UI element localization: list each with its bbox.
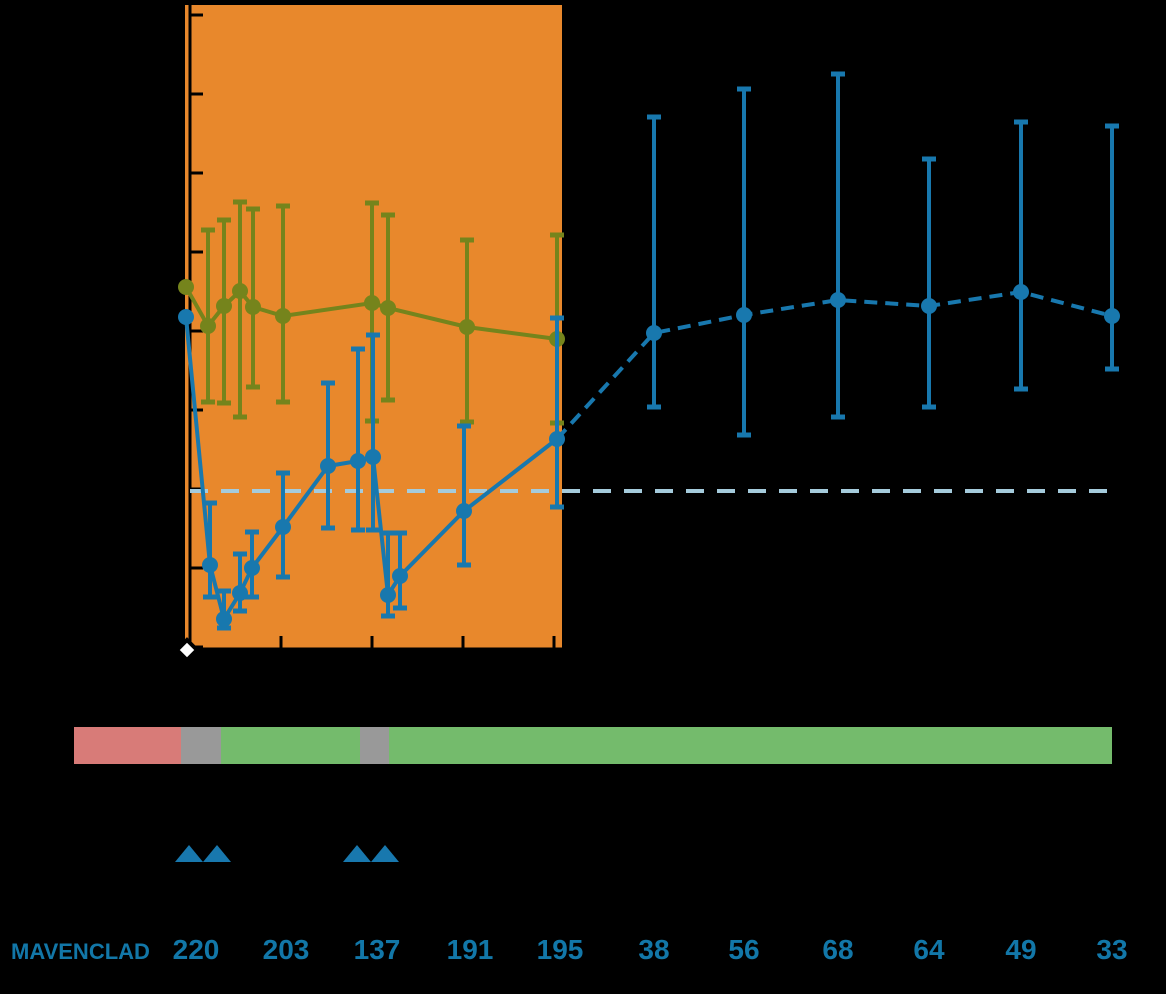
mavenclad-row-label: MAVENCLAD: [11, 939, 150, 964]
n-value: 33: [1096, 934, 1128, 965]
blue-series-point: [244, 560, 260, 576]
green-series-line: [184, 286, 558, 341]
baseline-diamond-marker: [174, 637, 200, 663]
n-value: 191: [446, 934, 494, 965]
blue-series-point: [830, 292, 846, 308]
n-value: 38: [638, 934, 670, 965]
blue-series-point: [202, 557, 218, 573]
n-value: 49: [1005, 934, 1037, 965]
blue-series-point: [232, 585, 248, 601]
timeline-bar-segment-gray: [360, 727, 389, 764]
dose-triangle: [175, 845, 203, 862]
blue-series-point: [380, 587, 396, 603]
blue-series-point: [1013, 284, 1029, 300]
timeline-bar-segment-pink: [74, 727, 181, 764]
n-value: 137: [353, 934, 401, 965]
blue-series-point: [1104, 308, 1120, 324]
n-value: 203: [262, 934, 310, 965]
n-value: 195: [536, 934, 584, 965]
blue-series-point: [392, 568, 408, 584]
n-value: 220: [172, 934, 220, 965]
green-series-point: [364, 295, 380, 311]
dose-triangle: [203, 845, 231, 862]
green-series-point: [380, 300, 396, 316]
blue-series-point: [275, 519, 291, 535]
green-series-point: [232, 283, 248, 299]
blue-series-point: [320, 458, 336, 474]
green-series-point: [200, 318, 216, 334]
blue-series-point: [456, 503, 472, 519]
blue-series-point: [350, 453, 366, 469]
blue-series-point: [921, 298, 937, 314]
green-series-point: [275, 308, 291, 324]
blue-series-point: [178, 309, 194, 325]
green-series-point: [178, 279, 194, 295]
blue-series-point: [549, 431, 565, 447]
blue-series-point: [736, 307, 752, 323]
dose-triangle: [371, 845, 399, 862]
n-value: 64: [913, 934, 945, 965]
blue-series-point: [646, 325, 662, 341]
dose-triangle: [343, 845, 371, 862]
green-series-point: [245, 299, 261, 315]
n-value: 68: [822, 934, 854, 965]
blue-series-point: [216, 611, 232, 627]
timeline-bar-segment-gray: [181, 727, 221, 764]
green-series-point: [459, 319, 475, 335]
blue-series-point: [365, 449, 381, 465]
timeline-bar-segment-green: [389, 727, 1112, 764]
timeline-bar-segment-green: [221, 727, 360, 764]
n-value: 56: [728, 934, 760, 965]
green-series-point: [216, 298, 232, 314]
